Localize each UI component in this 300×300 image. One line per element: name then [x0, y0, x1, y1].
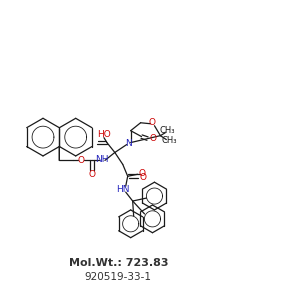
- Text: O: O: [78, 156, 85, 165]
- Text: N: N: [125, 139, 132, 148]
- Text: NH: NH: [95, 155, 109, 164]
- Text: CH₃: CH₃: [160, 126, 175, 135]
- Text: 920519-33-1: 920519-33-1: [85, 272, 152, 282]
- Text: HN: HN: [116, 184, 130, 194]
- Text: O: O: [139, 173, 146, 182]
- Text: O: O: [138, 169, 145, 178]
- Text: O: O: [88, 170, 95, 179]
- Text: CH₃: CH₃: [162, 136, 177, 145]
- Text: O: O: [150, 134, 157, 143]
- Text: HO: HO: [97, 130, 111, 139]
- Text: Mol.Wt.: 723.83: Mol.Wt.: 723.83: [68, 258, 168, 268]
- Text: O: O: [149, 118, 156, 127]
